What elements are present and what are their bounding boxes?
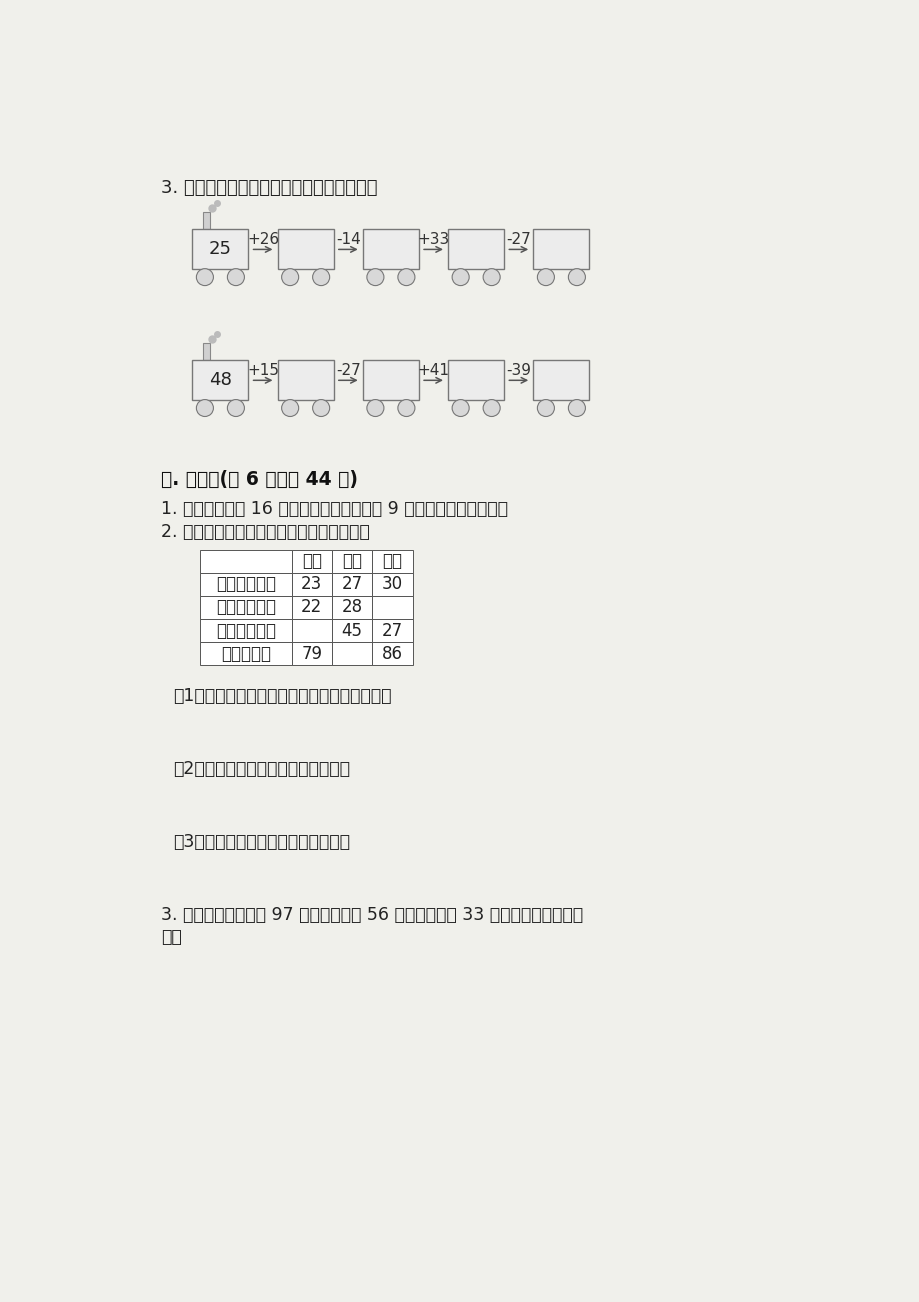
Text: 27: 27 — [381, 621, 403, 639]
Bar — [200, 549, 291, 573]
Text: 86: 86 — [381, 644, 403, 663]
Bar — [200, 573, 291, 596]
Bar — [200, 618, 291, 642]
Text: （1）算一算第二组三天一共卖出多少个西瓜？: （1）算一算第二组三天一共卖出多少个西瓜？ — [173, 686, 391, 704]
Bar — [203, 344, 210, 361]
Text: 一组: 一组 — [301, 552, 322, 570]
Text: +26: +26 — [246, 232, 278, 247]
Bar — [448, 361, 504, 400]
Circle shape — [312, 268, 329, 285]
Text: 第一天（个）: 第一天（个） — [216, 575, 276, 594]
Text: （3）第三组第二天卖出多少个西瓜？: （3）第三组第二天卖出多少个西瓜？ — [173, 833, 350, 852]
Circle shape — [312, 400, 329, 417]
Bar — [372, 618, 412, 642]
Text: 第二天（个）: 第二天（个） — [216, 599, 276, 616]
Text: 1. 学校跳远队有 16 人，长跑队比跳远队多 9 人。长跑队有多少人？: 1. 学校跳远队有 16 人，长跑队比跳远队多 9 人。长跑队有多少人？ — [162, 500, 508, 518]
Text: -14: -14 — [335, 232, 360, 247]
Circle shape — [537, 268, 554, 285]
Circle shape — [196, 268, 213, 285]
Circle shape — [367, 400, 383, 417]
Circle shape — [397, 268, 414, 285]
Circle shape — [568, 400, 584, 417]
Bar — [278, 361, 334, 400]
Text: 书？: 书？ — [162, 928, 182, 945]
Circle shape — [568, 268, 584, 285]
Bar — [200, 596, 291, 618]
Bar — [291, 642, 332, 665]
Text: 二组: 二组 — [342, 552, 362, 570]
Text: 三组: 三组 — [382, 552, 402, 570]
Text: 45: 45 — [341, 621, 362, 639]
Text: 3. 开火车。（在每节车厢上填出合适的数）: 3. 开火车。（在每节车厢上填出合适的数） — [162, 180, 378, 198]
Circle shape — [482, 268, 500, 285]
Bar — [363, 361, 418, 400]
Bar — [291, 573, 332, 596]
Bar — [372, 573, 412, 596]
Circle shape — [397, 400, 414, 417]
Circle shape — [196, 400, 213, 417]
Text: 25: 25 — [209, 241, 232, 258]
Text: -27: -27 — [335, 363, 360, 378]
Text: -39: -39 — [505, 363, 530, 378]
Bar — [200, 642, 291, 665]
Bar — [203, 212, 210, 229]
Bar — [533, 361, 589, 400]
Bar — [332, 573, 372, 596]
Text: 30: 30 — [381, 575, 403, 594]
Text: 合计（个）: 合计（个） — [221, 644, 271, 663]
Text: 28: 28 — [341, 599, 362, 616]
Bar — [192, 361, 248, 400]
Bar — [372, 596, 412, 618]
Text: +41: +41 — [417, 363, 449, 378]
Bar — [363, 229, 418, 270]
Circle shape — [451, 400, 469, 417]
Bar — [448, 229, 504, 270]
Text: 79: 79 — [301, 644, 322, 663]
Bar — [332, 642, 372, 665]
Text: 27: 27 — [341, 575, 362, 594]
Bar — [291, 596, 332, 618]
Bar — [372, 642, 412, 665]
Circle shape — [281, 268, 299, 285]
Bar — [291, 618, 332, 642]
Text: 五. 解答题(共 6 题，共 44 分): 五. 解答题(共 6 题，共 44 分) — [162, 470, 358, 490]
Text: （2）第一组第三天卖出多少个西瓜？: （2）第一组第三天卖出多少个西瓜？ — [173, 760, 350, 777]
Bar — [278, 229, 334, 270]
Bar — [332, 596, 372, 618]
Circle shape — [482, 400, 500, 417]
Circle shape — [367, 268, 383, 285]
Bar — [291, 549, 332, 573]
Text: -27: -27 — [505, 232, 530, 247]
Circle shape — [451, 268, 469, 285]
Bar — [332, 618, 372, 642]
Text: 3. 新华书店有科技书 97 本。上午卖出 56 本，下午卖出 33 本，还剩多少本科技: 3. 新华书店有科技书 97 本。上午卖出 56 本，下午卖出 33 本，还剩多… — [162, 906, 583, 924]
Circle shape — [227, 268, 244, 285]
Circle shape — [227, 400, 244, 417]
Text: +33: +33 — [417, 232, 449, 247]
Text: 第三天（个）: 第三天（个） — [216, 621, 276, 639]
Text: 22: 22 — [301, 599, 323, 616]
Text: +15: +15 — [247, 363, 278, 378]
Text: 48: 48 — [209, 371, 232, 389]
Bar — [372, 549, 412, 573]
Text: 23: 23 — [301, 575, 323, 594]
Bar — [533, 229, 589, 270]
Bar — [332, 549, 372, 573]
Text: 2. 下面是三个小组三天的销售情况统计表。: 2. 下面是三个小组三天的销售情况统计表。 — [162, 523, 369, 540]
Bar — [192, 229, 248, 270]
Circle shape — [281, 400, 299, 417]
Circle shape — [537, 400, 554, 417]
